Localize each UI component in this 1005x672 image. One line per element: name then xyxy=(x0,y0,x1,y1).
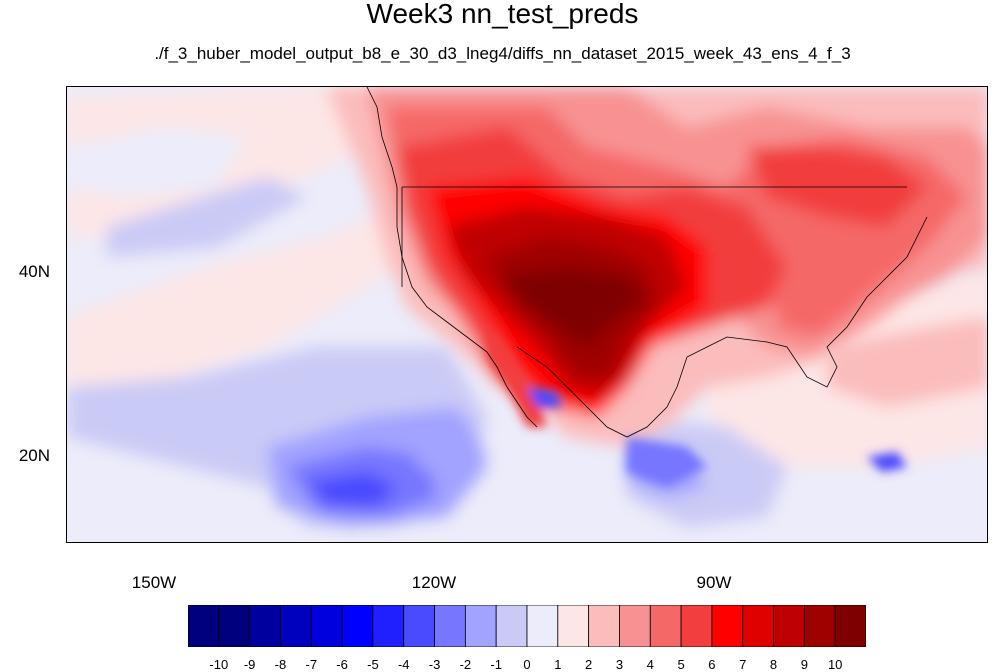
mexico-field xyxy=(487,327,907,487)
colorbar-tick-label: -6 xyxy=(336,657,348,672)
map-title: Week3 nn_test_preds xyxy=(366,0,639,29)
colorbar-tick-label: -7 xyxy=(305,657,318,672)
colorbar-swatch xyxy=(773,605,805,647)
colorbar-swatch xyxy=(218,605,251,647)
colorbar-tick-label: -3 xyxy=(428,657,441,672)
colorbar-swatch xyxy=(341,605,374,647)
lon-label-150w: 150W xyxy=(131,573,177,592)
colorbar-swatch xyxy=(742,605,774,647)
colorbar-swatch xyxy=(711,605,744,647)
colorbar-tick-label: 10 xyxy=(827,657,843,672)
colorbar-tick-label: -1 xyxy=(490,657,502,672)
pacific-field xyxy=(67,87,987,527)
anomaly-map xyxy=(67,87,987,542)
lat-label-20n: 20N xyxy=(18,446,50,465)
coastline xyxy=(366,87,928,438)
north-america-warm-field xyxy=(327,87,987,447)
colorbar-swatch xyxy=(588,605,620,647)
colorbar-tick-label: 6 xyxy=(708,657,716,672)
colorbar-tick-label: 1 xyxy=(554,657,562,672)
colorbar-tick-label: -4 xyxy=(397,657,410,672)
colorbar-swatch xyxy=(434,605,466,647)
colorbar-tick-label: -8 xyxy=(274,657,287,672)
colorbar-swatch xyxy=(310,605,343,647)
colorbar-tick-label: 5 xyxy=(677,657,685,672)
colorbar-tick-label: 2 xyxy=(585,657,593,672)
colorbar-swatch xyxy=(464,605,497,647)
colorbar-tick-label: -2 xyxy=(459,657,472,672)
lon-label-90w: 90W xyxy=(696,573,732,592)
colorbar-tick-label: -10 xyxy=(209,657,229,672)
colorbar-swatch xyxy=(834,605,866,647)
colorbar-swatch xyxy=(280,605,312,647)
colorbar-swatch xyxy=(680,605,713,647)
colorbar-tick-label: 9 xyxy=(800,657,808,672)
colorbar-swatch xyxy=(372,605,405,647)
colorbar-swatch xyxy=(619,605,651,647)
colorbar-swatch xyxy=(557,605,590,647)
colorbar xyxy=(188,605,866,647)
colorbar-tick-label: 8 xyxy=(769,657,778,672)
map-subtitle: ./f_3_huber_model_output_b8_e_30_d3_lneg… xyxy=(154,44,851,63)
colorbar-tick-label: 4 xyxy=(646,657,654,672)
lat-label-40n: 40N xyxy=(18,262,50,281)
colorbar-swatch xyxy=(803,605,836,647)
colorbar-swatch xyxy=(495,605,528,647)
colorbar-tick-label: 0 xyxy=(523,657,531,672)
colorbar-tick-label: -5 xyxy=(367,657,379,672)
colorbar-swatch xyxy=(526,605,559,647)
map-panel xyxy=(66,86,988,543)
colorbar-swatch xyxy=(188,605,220,647)
lon-label-120w: 120W xyxy=(411,573,457,592)
colorbar-tick-label: 7 xyxy=(739,657,747,672)
colorbar-tick-label: -9 xyxy=(243,657,256,672)
colorbar-swatch xyxy=(403,605,435,647)
colorbar-swatch xyxy=(249,605,281,647)
colorbar-tick-label: 3 xyxy=(615,657,624,672)
colorbar-swatch xyxy=(649,605,682,647)
